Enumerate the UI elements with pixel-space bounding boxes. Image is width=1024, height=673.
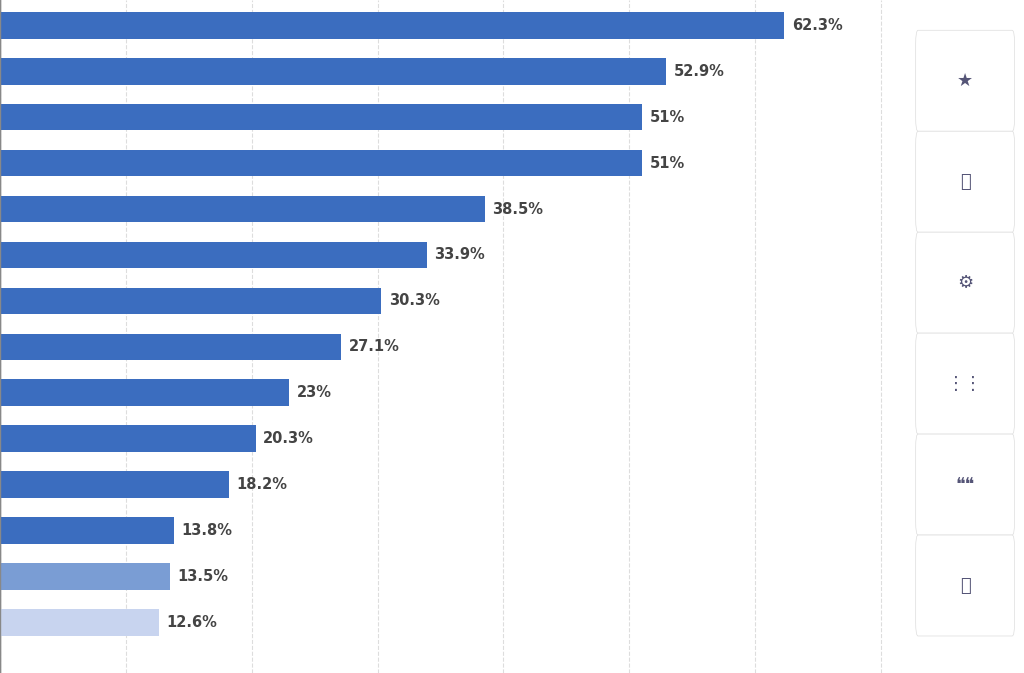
Text: 13.8%: 13.8% [181, 523, 232, 538]
Text: 23%: 23% [297, 385, 332, 400]
FancyBboxPatch shape [915, 232, 1015, 333]
Bar [0, 150, 642, 176]
Bar [0, 563, 170, 590]
Bar [0, 287, 381, 314]
Text: 51%: 51% [649, 110, 685, 125]
Text: 🔔: 🔔 [959, 173, 971, 190]
Bar [0, 425, 256, 452]
Text: 🖨: 🖨 [959, 577, 971, 594]
Text: 33.9%: 33.9% [434, 248, 485, 262]
Bar [0, 471, 229, 498]
FancyBboxPatch shape [915, 535, 1015, 636]
FancyBboxPatch shape [915, 30, 1015, 131]
Text: ⋮⋮: ⋮⋮ [947, 375, 983, 392]
Text: 27.1%: 27.1% [348, 339, 399, 355]
Text: 20.3%: 20.3% [263, 431, 314, 446]
Text: ⚙: ⚙ [957, 274, 973, 291]
Text: 62.3%: 62.3% [792, 17, 843, 33]
FancyBboxPatch shape [915, 333, 1015, 434]
Bar [0, 380, 290, 406]
Bar [0, 609, 159, 636]
FancyBboxPatch shape [915, 434, 1015, 535]
Bar [0, 518, 174, 544]
FancyBboxPatch shape [915, 131, 1015, 232]
Text: 13.5%: 13.5% [177, 569, 228, 584]
Text: 52.9%: 52.9% [674, 64, 724, 79]
Text: 12.6%: 12.6% [166, 615, 217, 630]
Bar [0, 12, 784, 38]
Bar [0, 58, 666, 85]
Text: ❝❝: ❝❝ [955, 476, 975, 493]
Text: 51%: 51% [649, 155, 685, 170]
Bar [0, 104, 642, 131]
Bar [0, 334, 341, 360]
Text: 38.5%: 38.5% [493, 201, 543, 217]
Text: 18.2%: 18.2% [237, 477, 288, 492]
Text: ★: ★ [957, 72, 973, 90]
Bar [0, 196, 484, 222]
Bar [0, 242, 427, 269]
Text: 30.3%: 30.3% [389, 293, 439, 308]
